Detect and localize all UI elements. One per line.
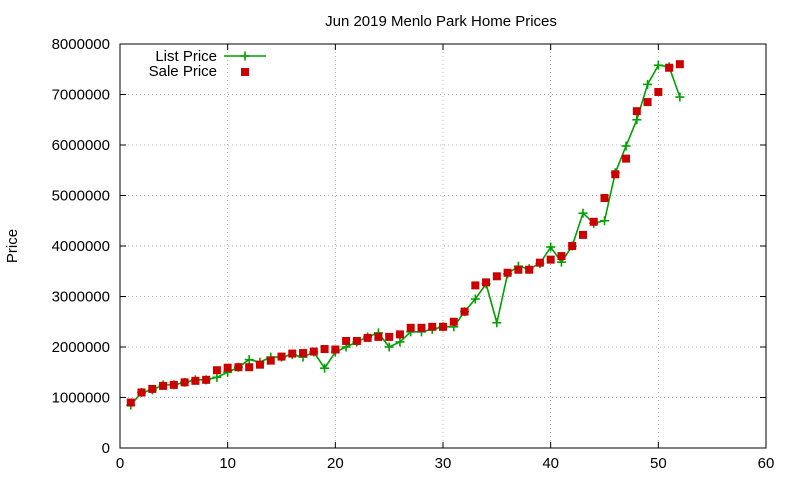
data-point-list-price bbox=[653, 60, 663, 70]
data-point-sale-price bbox=[148, 384, 157, 393]
data-point-sale-price bbox=[665, 63, 674, 72]
data-point-sale-price bbox=[169, 380, 178, 389]
y-tick-label: 2000000 bbox=[52, 339, 110, 356]
data-point-sale-price bbox=[395, 330, 404, 339]
data-point-list-price bbox=[470, 294, 480, 304]
data-point-sale-price bbox=[417, 323, 426, 332]
data-point-sale-price bbox=[180, 378, 189, 387]
data-point-list-price bbox=[546, 242, 556, 252]
x-tick-label: 30 bbox=[435, 455, 452, 472]
data-point-sale-price bbox=[266, 356, 275, 365]
legend-marker-sale-price bbox=[241, 68, 249, 76]
data-point-sale-price bbox=[406, 323, 415, 332]
data-point-list-price bbox=[643, 79, 653, 89]
y-tick-label: 5000000 bbox=[52, 188, 110, 205]
data-point-sale-price bbox=[288, 349, 297, 358]
plot-frame bbox=[119, 43, 767, 449]
data-point-sale-price bbox=[546, 255, 555, 264]
data-point-sale-price bbox=[320, 345, 329, 354]
data-point-sale-price bbox=[159, 381, 168, 390]
tick-layer: 0 10 20 30 40 50 60 0 1000000 2000000 3000000 40000… bbox=[52, 36, 775, 472]
data-point-sale-price bbox=[342, 336, 351, 345]
legend-marker-list-price bbox=[240, 51, 250, 61]
data-point-sale-price bbox=[245, 363, 254, 372]
data-point-sale-price bbox=[492, 272, 501, 281]
data-point-sale-price bbox=[460, 307, 469, 316]
data-point-sale-price bbox=[557, 252, 566, 261]
legend-label-sale-price: Sale Price bbox=[149, 63, 217, 80]
chart-title: Jun 2019 Menlo Park Home Prices bbox=[325, 13, 557, 30]
data-point-sale-price bbox=[622, 154, 631, 163]
data-point-sale-price bbox=[191, 376, 200, 385]
data-point-sale-price bbox=[525, 265, 534, 274]
data-point-sale-price bbox=[352, 336, 361, 345]
data-point-sale-price bbox=[675, 60, 684, 69]
data-point-sale-price bbox=[482, 278, 491, 287]
data-point-sale-price bbox=[535, 258, 544, 267]
data-point-list-price bbox=[578, 208, 588, 218]
data-point-list-price bbox=[244, 355, 254, 365]
data-point-sale-price bbox=[611, 170, 620, 179]
y-tick-label: 3000000 bbox=[52, 289, 110, 306]
data-point-sale-price bbox=[428, 322, 437, 331]
data-point-sale-price bbox=[331, 345, 340, 354]
y-tick-label: 4000000 bbox=[52, 238, 110, 255]
data-point-list-price bbox=[621, 141, 631, 151]
data-point-sale-price bbox=[299, 349, 308, 358]
x-tick-label: 10 bbox=[219, 455, 236, 472]
data-point-sale-price bbox=[449, 317, 458, 326]
y-tick-label: 6000000 bbox=[52, 137, 110, 154]
data-point-list-price bbox=[320, 363, 330, 373]
data-point-list-price bbox=[212, 372, 222, 382]
data-point-sale-price bbox=[503, 268, 512, 277]
data-point-list-price bbox=[395, 337, 405, 347]
data-point-sale-price bbox=[126, 398, 135, 407]
data-point-sale-price bbox=[277, 352, 286, 361]
data-point-sale-price bbox=[578, 230, 587, 239]
grid-layer bbox=[120, 44, 766, 448]
data-point-sale-price bbox=[632, 107, 641, 116]
x-tick-label: 50 bbox=[650, 455, 667, 472]
data-point-sale-price bbox=[202, 375, 211, 384]
x-tick-label: 40 bbox=[542, 455, 559, 472]
data-point-list-price bbox=[675, 92, 685, 102]
x-tick-label: 20 bbox=[327, 455, 344, 472]
data-point-list-price bbox=[632, 115, 642, 125]
y-tick-label: 1000000 bbox=[52, 390, 110, 407]
y-tick-label: 7000000 bbox=[52, 87, 110, 104]
data-point-sale-price bbox=[568, 242, 577, 250]
data-point-sale-price bbox=[137, 388, 146, 397]
data-point-sale-price bbox=[589, 217, 598, 226]
data-point-sale-price bbox=[654, 87, 663, 96]
data-point-sale-price bbox=[309, 347, 318, 356]
series-line-list-price bbox=[130, 64, 681, 406]
data-point-sale-price bbox=[514, 265, 523, 274]
data-point-sale-price bbox=[212, 366, 221, 375]
y-axis-label: Price bbox=[4, 229, 21, 263]
data-point-sale-price bbox=[223, 363, 232, 372]
y-tick-label: 8000000 bbox=[52, 36, 110, 53]
data-point-sale-price bbox=[385, 332, 394, 341]
data-point-sale-price bbox=[471, 281, 480, 290]
series-layer bbox=[126, 60, 685, 410]
y-tick-label: 0 bbox=[102, 440, 110, 457]
x-tick-label: 60 bbox=[758, 455, 775, 472]
data-point-sale-price bbox=[439, 322, 447, 331]
data-point-sale-price bbox=[374, 332, 383, 341]
data-point-list-price bbox=[600, 216, 609, 226]
data-point-sale-price bbox=[234, 363, 243, 372]
data-point-sale-price bbox=[600, 194, 609, 203]
data-point-list-price bbox=[384, 342, 394, 352]
legend-label-list-price: List Price bbox=[155, 48, 217, 65]
data-point-sale-price bbox=[363, 333, 372, 342]
data-point-sale-price bbox=[643, 98, 652, 107]
x-tick-label: 0 bbox=[116, 455, 124, 472]
data-point-sale-price bbox=[255, 360, 264, 369]
data-point-list-price bbox=[492, 318, 502, 328]
